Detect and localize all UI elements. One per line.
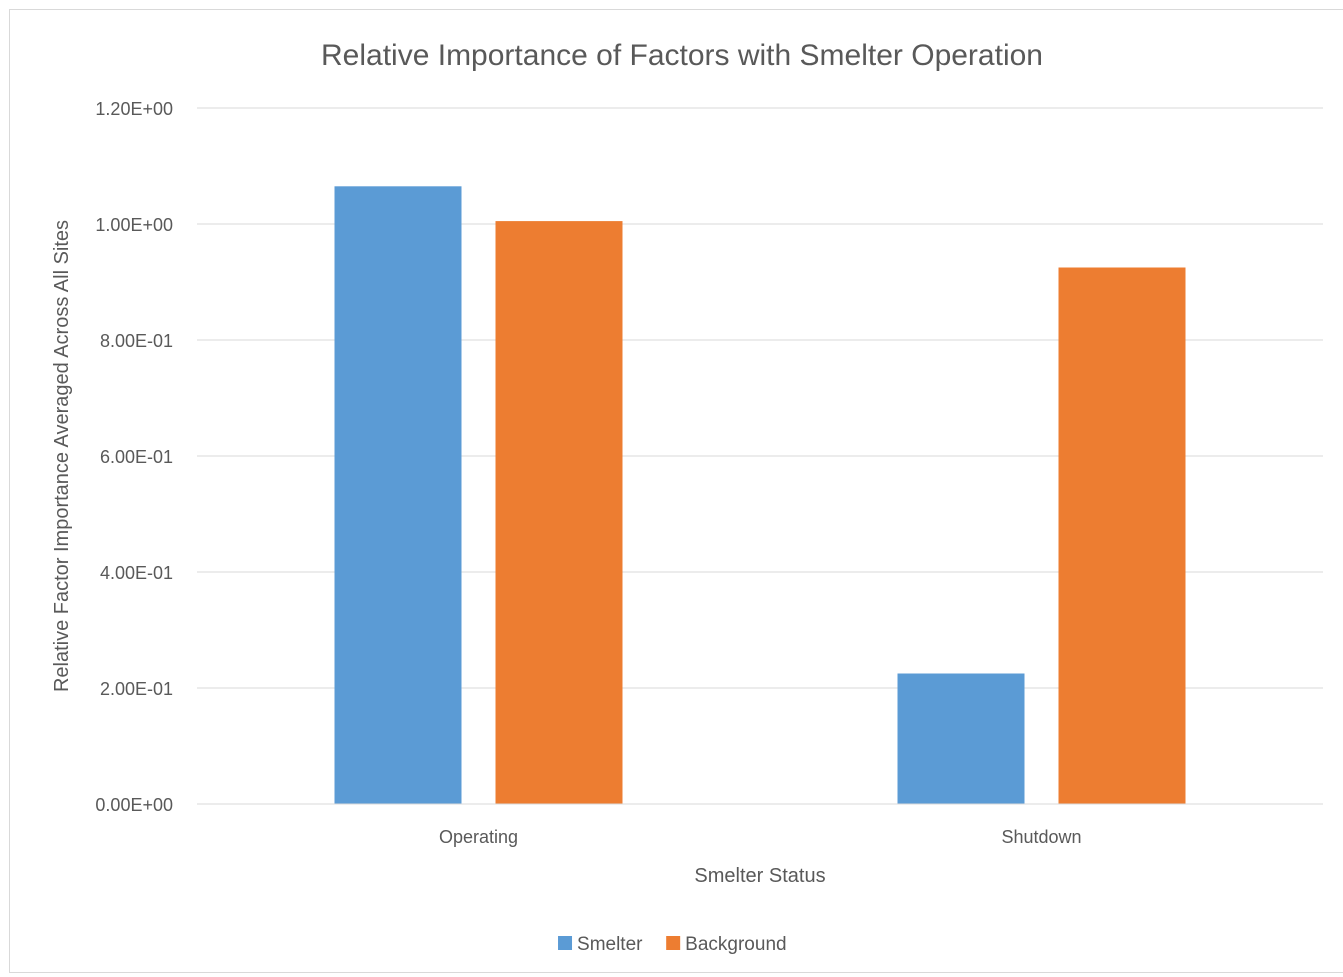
x-tick-label: Shutdown — [1001, 827, 1081, 847]
legend-swatch-background — [666, 936, 681, 950]
y-tick-label: 8.00E-01 — [100, 331, 173, 351]
y-tick-label: 1.00E+00 — [95, 215, 173, 235]
legend-swatch-smelter — [558, 936, 573, 950]
x-axis-title: Smelter Status — [694, 865, 825, 887]
bar-background-shutdown — [1058, 267, 1186, 804]
legend-label-smelter: Smelter — [577, 934, 643, 955]
chart-title: Relative Importance of Factors with Smel… — [321, 39, 1043, 72]
y-tick-label: 0.00E+00 — [95, 795, 173, 815]
legend-label-background: Background — [685, 934, 786, 955]
x-axis-tick-labels: Operating Shutdown — [439, 827, 1082, 847]
bar-smelter-shutdown — [897, 673, 1025, 804]
y-tick-label: 1.20E+00 — [95, 99, 173, 119]
bar-background-operating — [495, 221, 623, 805]
y-axis-tick-labels: 0.00E+00 2.00E-01 4.00E-01 6.00E-01 8.00E-01… — [95, 99, 173, 815]
bar-smelter-operating — [334, 186, 462, 805]
x-tick-label: Operating — [439, 827, 518, 847]
bars — [334, 186, 1186, 805]
legend: Smelter Background — [558, 934, 787, 955]
y-tick-label: 2.00E-01 — [100, 679, 173, 699]
y-axis-title: Relative Factor Importance Averaged Acro… — [51, 220, 73, 692]
y-tick-label: 6.00E-01 — [100, 447, 173, 467]
y-tick-label: 4.00E-01 — [100, 563, 173, 583]
